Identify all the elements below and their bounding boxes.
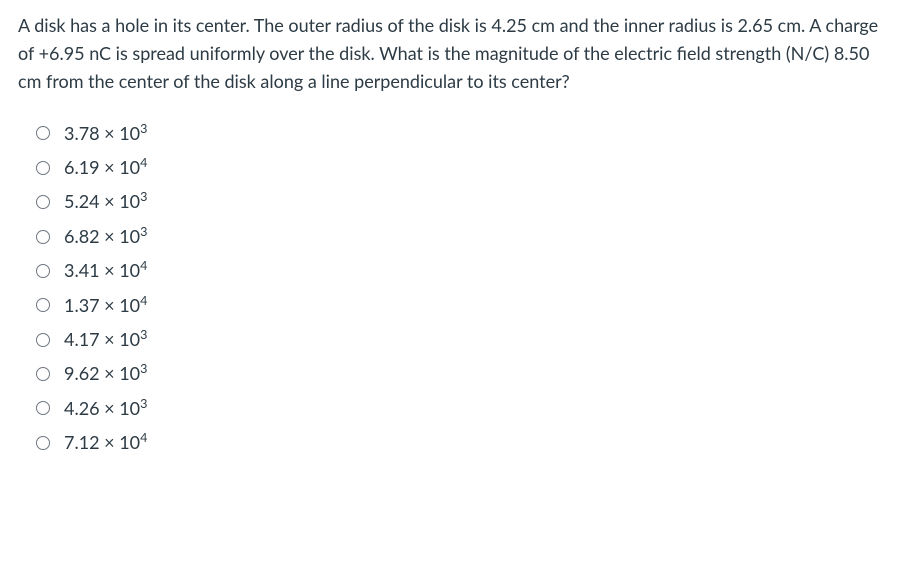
option-label: 5.24 × 103 — [64, 190, 147, 213]
option-label: 3.41 × 104 — [64, 259, 147, 282]
option-label: 7.12 × 104 — [64, 431, 147, 454]
radio-icon[interactable] — [36, 401, 50, 415]
option-label: 3.78 × 103 — [64, 122, 147, 145]
radio-icon[interactable] — [36, 264, 50, 278]
option-row[interactable]: 6.19 × 104 — [36, 156, 879, 179]
option-label: 4.26 × 103 — [64, 397, 147, 420]
option-row[interactable]: 4.26 × 103 — [36, 397, 879, 420]
option-label: 6.82 × 103 — [64, 225, 147, 248]
option-row[interactable]: 7.12 × 104 — [36, 431, 879, 454]
option-label: 6.19 × 104 — [64, 156, 147, 179]
option-label: 9.62 × 103 — [64, 362, 147, 385]
option-row[interactable]: 9.62 × 103 — [36, 362, 879, 385]
option-row[interactable]: 5.24 × 103 — [36, 190, 879, 213]
radio-icon[interactable] — [36, 230, 50, 244]
question-text: A disk has a hole in its center. The out… — [18, 12, 879, 96]
option-row[interactable]: 6.82 × 103 — [36, 225, 879, 248]
option-row[interactable]: 4.17 × 103 — [36, 328, 879, 351]
options-list: 3.78 × 103 6.19 × 104 5.24 × 103 6.82 × 103… — [18, 122, 879, 455]
option-row[interactable]: 1.37 × 104 — [36, 294, 879, 317]
radio-icon[interactable] — [36, 367, 50, 381]
radio-icon[interactable] — [36, 436, 50, 450]
radio-icon[interactable] — [36, 333, 50, 347]
option-row[interactable]: 3.78 × 103 — [36, 122, 879, 145]
radio-icon[interactable] — [36, 195, 50, 209]
radio-icon[interactable] — [36, 298, 50, 312]
option-label: 1.37 × 104 — [64, 294, 147, 317]
option-row[interactable]: 3.41 × 104 — [36, 259, 879, 282]
option-label: 4.17 × 103 — [64, 328, 147, 351]
quiz-container: A disk has a hole in its center. The out… — [0, 0, 897, 478]
radio-icon[interactable] — [36, 161, 50, 175]
radio-icon[interactable] — [36, 126, 50, 140]
